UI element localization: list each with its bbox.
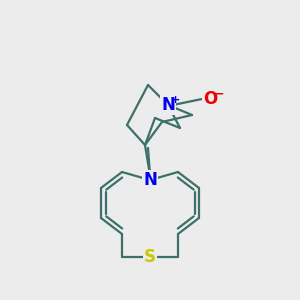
Text: N: N xyxy=(161,96,175,114)
Text: +: + xyxy=(171,95,181,105)
Text: −: − xyxy=(214,88,224,100)
Text: O: O xyxy=(203,90,217,108)
Text: N: N xyxy=(143,171,157,189)
Text: S: S xyxy=(144,248,156,266)
